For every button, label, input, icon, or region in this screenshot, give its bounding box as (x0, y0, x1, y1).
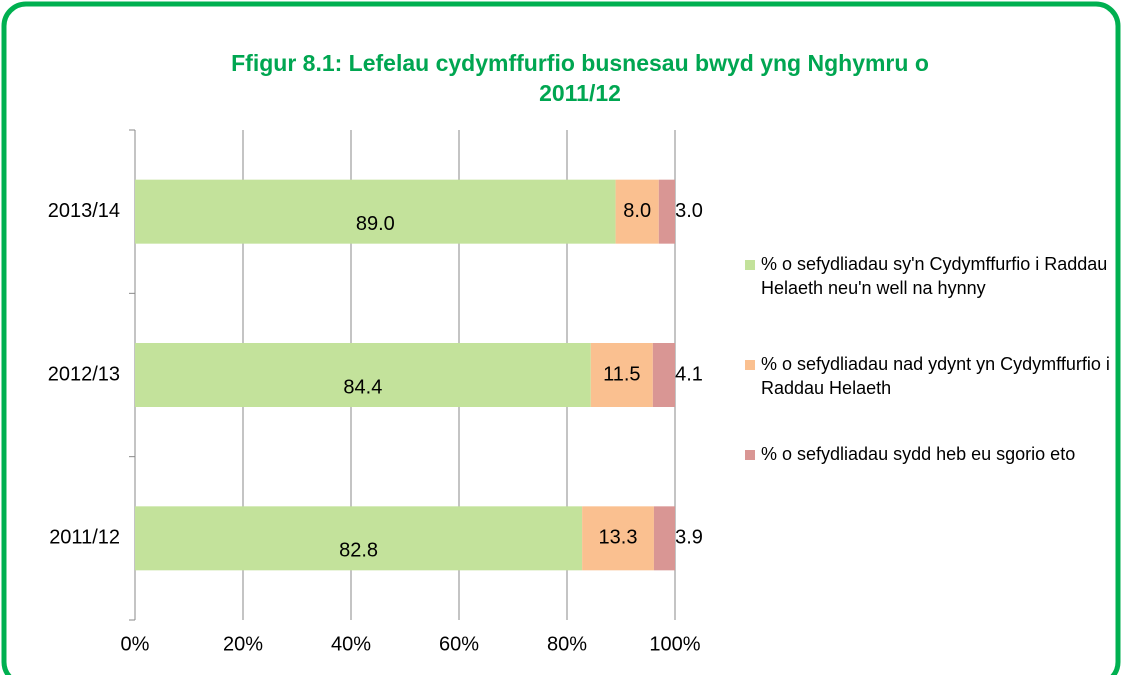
bar-segment (135, 506, 583, 571)
bar-segment (135, 343, 591, 407)
legend-swatch (745, 360, 755, 370)
data-label: 3.9 (675, 527, 703, 549)
bar-segment (652, 343, 675, 407)
legend-label: % o sefydliadau sy'n Cydymffurfio i Radd… (761, 254, 1108, 298)
bar-segment (653, 506, 675, 571)
data-label: 89.0 (356, 213, 395, 235)
bar-segment (135, 179, 616, 244)
data-label: 13.3 (599, 527, 638, 549)
x-tick-label: 100% (649, 633, 700, 655)
x-tick-label: 60% (439, 633, 479, 655)
data-label: 84.4 (343, 376, 382, 398)
legend-swatch (745, 450, 755, 460)
data-label: 8.0 (623, 200, 651, 222)
legend-label: % o sefydliadau sydd heb eu sgorio eto (761, 444, 1076, 464)
bar-segment (590, 343, 653, 407)
legend-label: % o sefydliadau nad ydynt yn Cydymffurfi… (761, 354, 1110, 398)
legend-swatch (745, 260, 755, 270)
x-tick-label: 40% (331, 633, 371, 655)
data-label: 4.1 (675, 363, 703, 385)
y-tick-label: 2012/13 (48, 363, 120, 385)
y-tick-label: 2011/12 (49, 527, 120, 549)
x-tick-label: 0% (121, 633, 150, 655)
legend-entry: % o sefydliadau sydd heb eu sgorio eto (745, 442, 1111, 466)
x-tick-label: 20% (223, 633, 263, 655)
y-tick-label: 2013/14 (48, 200, 120, 222)
x-tick-label: 80% (547, 633, 587, 655)
bar-segment (658, 179, 675, 244)
chart-title: Ffigur 8.1: Lefelau cydymffurfio busnesa… (231, 50, 929, 106)
data-label: 3.0 (675, 200, 703, 222)
bar-segment (615, 179, 659, 244)
data-label: 11.5 (603, 363, 640, 385)
legend-entry: % o sefydliadau sy'n Cydymffurfio i Radd… (745, 252, 1111, 300)
data-label: 82.8 (339, 540, 378, 562)
bar-segment (582, 506, 654, 571)
legend-entry: % o sefydliadau nad ydynt yn Cydymffurfi… (745, 352, 1111, 400)
